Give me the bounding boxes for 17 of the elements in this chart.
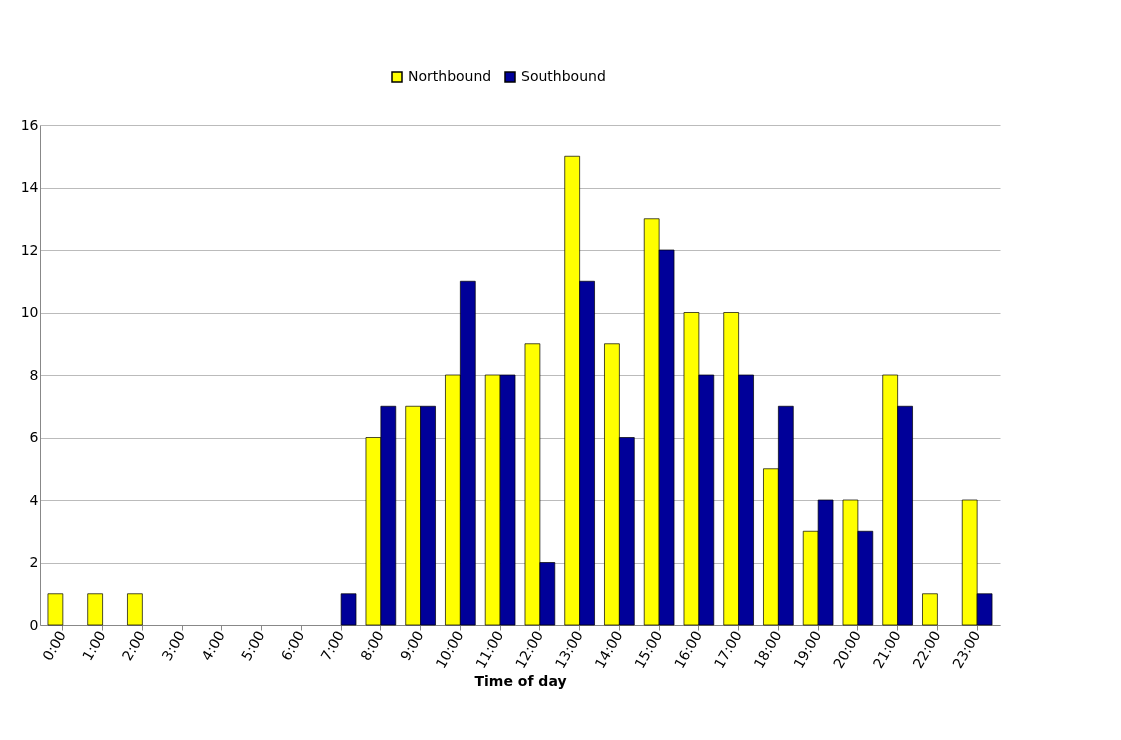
y-tick-label: 0 xyxy=(29,616,39,633)
y-tick-label: 12 xyxy=(20,241,39,258)
y-tick-label: 16 xyxy=(20,116,39,133)
y-tick-label: 8 xyxy=(29,366,39,383)
y-tick-label: 6 xyxy=(29,429,39,445)
y-tick-label: 4 xyxy=(29,491,39,508)
y-tick-label: 2 xyxy=(29,554,39,570)
bar xyxy=(87,593,103,626)
legend-label: Northbound xyxy=(408,68,492,84)
bar xyxy=(47,593,64,626)
bar xyxy=(127,593,143,626)
y-tick-label: 10 xyxy=(20,304,39,320)
legend-label: Southbound xyxy=(521,68,606,84)
bar xyxy=(340,593,357,626)
bar xyxy=(922,593,938,626)
x-axis-title: Time of day xyxy=(474,672,567,689)
y-tick-label: 14 xyxy=(20,179,39,195)
